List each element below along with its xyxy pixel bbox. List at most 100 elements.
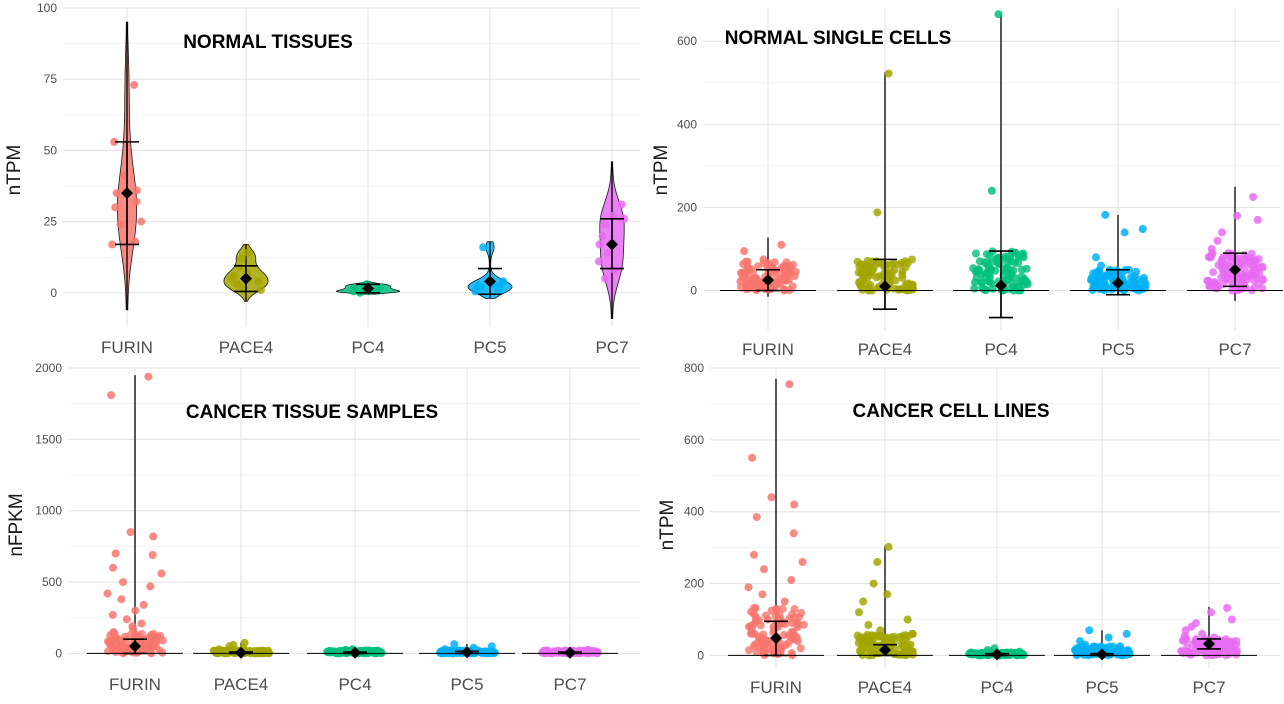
data-point-dense bbox=[858, 269, 867, 278]
data-point bbox=[349, 287, 358, 296]
data-point-dense bbox=[1237, 260, 1246, 269]
mean-marker bbox=[240, 272, 252, 285]
data-point bbox=[1213, 236, 1222, 245]
data-point bbox=[157, 569, 166, 578]
data-point bbox=[767, 493, 776, 502]
data-point-dense bbox=[539, 646, 548, 655]
data-point bbox=[1253, 215, 1262, 224]
data-point-dense bbox=[1178, 636, 1187, 645]
x-tick-label: FURIN bbox=[750, 678, 802, 697]
data-point bbox=[477, 283, 485, 292]
data-point-dense bbox=[853, 631, 862, 640]
data-point bbox=[1085, 626, 1094, 635]
data-point-dense bbox=[1219, 253, 1228, 262]
data-point bbox=[112, 189, 121, 198]
mean-marker bbox=[349, 646, 361, 659]
data-point bbox=[987, 186, 996, 195]
data-point bbox=[601, 274, 609, 283]
data-point bbox=[785, 380, 794, 389]
data-point-dense bbox=[1091, 272, 1100, 280]
data-point bbox=[254, 277, 263, 286]
data-point-dense bbox=[1204, 252, 1213, 261]
y-axis-title: nFPKM bbox=[6, 493, 27, 556]
data-point bbox=[789, 529, 798, 538]
data-point-dense bbox=[904, 279, 913, 288]
data-point-dense bbox=[743, 279, 752, 288]
data-point-dense bbox=[786, 267, 795, 276]
data-point-dense bbox=[772, 274, 781, 283]
data-point-dense bbox=[974, 266, 983, 275]
data-point bbox=[126, 528, 135, 537]
mean-marker bbox=[1096, 648, 1108, 661]
x-tick-label: PC5 bbox=[1101, 340, 1134, 359]
data-point-dense bbox=[1008, 279, 1017, 288]
y-tick-label: 1000 bbox=[35, 504, 62, 518]
data-point-dense bbox=[980, 258, 989, 267]
data-point bbox=[604, 248, 613, 257]
data-point bbox=[601, 220, 609, 229]
data-point bbox=[748, 453, 757, 462]
data-point-dense bbox=[978, 278, 987, 287]
series-pace4 bbox=[853, 542, 917, 660]
data-point-dense bbox=[858, 285, 867, 294]
data-point-dense bbox=[1017, 265, 1026, 274]
data-point-dense bbox=[1214, 261, 1223, 270]
data-point bbox=[855, 608, 863, 617]
y-tick-label: 25 bbox=[44, 215, 58, 229]
data-point-dense bbox=[1124, 646, 1132, 654]
data-point bbox=[790, 500, 799, 509]
data-point-dense bbox=[111, 634, 120, 643]
chart-title: CANCER CELL LINES bbox=[852, 401, 1049, 422]
series-furin bbox=[108, 21, 146, 311]
data-point-dense bbox=[896, 285, 905, 294]
data-point bbox=[750, 550, 758, 559]
data-point-dense bbox=[1188, 640, 1197, 649]
data-point-dense bbox=[797, 608, 806, 617]
mean-marker bbox=[129, 640, 141, 653]
series-pc4 bbox=[965, 644, 1028, 661]
data-point-dense bbox=[791, 631, 799, 640]
data-point-dense bbox=[982, 250, 991, 259]
series-pc7 bbox=[1177, 604, 1241, 660]
mean-marker bbox=[1203, 637, 1215, 650]
data-point-dense bbox=[764, 637, 773, 645]
x-tick-label: PC4 bbox=[980, 678, 1013, 697]
mean-marker bbox=[121, 187, 133, 200]
data-point bbox=[235, 263, 244, 272]
data-point-dense bbox=[902, 285, 911, 294]
y-tick-label: 50 bbox=[44, 143, 58, 157]
data-point-dense bbox=[908, 629, 916, 638]
y-tick-label: 200 bbox=[684, 577, 704, 591]
data-point-dense bbox=[880, 633, 889, 642]
y-tick-label: 500 bbox=[42, 575, 62, 589]
data-point bbox=[144, 372, 153, 381]
data-point bbox=[873, 208, 882, 217]
data-point bbox=[471, 287, 480, 296]
x-tick-label: FURIN bbox=[742, 340, 794, 359]
y-tick-label: 0 bbox=[55, 646, 62, 660]
data-point-dense bbox=[1133, 279, 1142, 288]
data-point bbox=[107, 391, 116, 400]
chart-title: CANCER TISSUE SAMPLES bbox=[186, 402, 438, 423]
series-furin bbox=[736, 237, 800, 297]
data-point bbox=[1249, 193, 1258, 201]
y-axis-title: nTPM bbox=[657, 500, 678, 551]
data-point-dense bbox=[153, 636, 162, 645]
data-point-dense bbox=[773, 267, 782, 276]
x-tick-label: PACE4 bbox=[219, 338, 274, 357]
y-axis-title: nTPM bbox=[651, 145, 672, 196]
mean-marker bbox=[1112, 277, 1124, 290]
data-point-dense bbox=[788, 282, 797, 291]
data-point bbox=[119, 578, 127, 587]
data-point-dense bbox=[1213, 646, 1222, 654]
y-tick-label: 1500 bbox=[35, 432, 62, 446]
data-point bbox=[617, 200, 626, 209]
data-point-dense bbox=[896, 650, 905, 659]
data-point bbox=[595, 240, 604, 249]
data-point bbox=[131, 606, 140, 615]
data-point bbox=[970, 284, 979, 293]
series-furin bbox=[744, 378, 808, 660]
data-point-dense bbox=[752, 647, 761, 656]
data-point-dense bbox=[137, 630, 146, 638]
data-point-dense bbox=[1214, 635, 1223, 644]
